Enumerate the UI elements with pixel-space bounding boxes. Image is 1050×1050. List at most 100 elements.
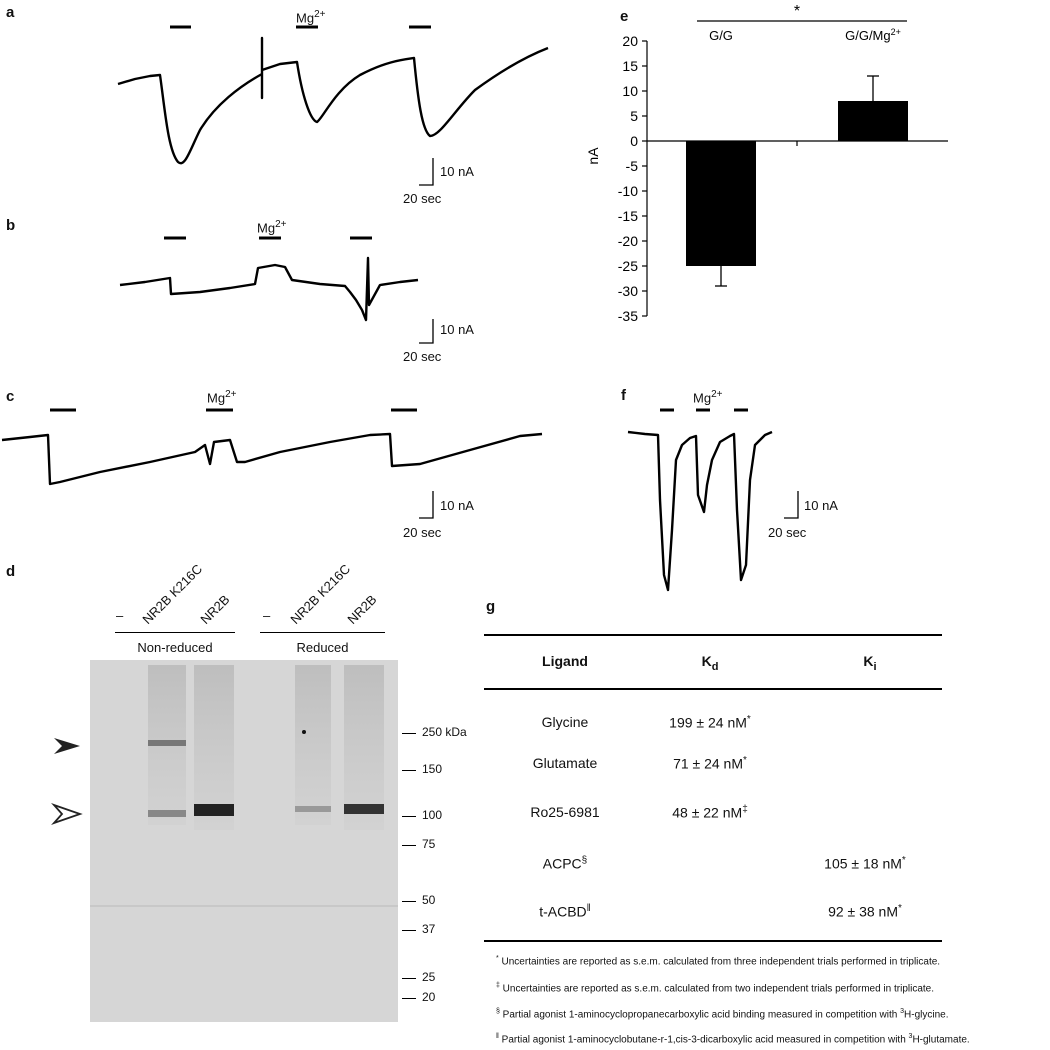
gel-lane-label-3: NR2B [197, 591, 233, 627]
scale-x-label-c: 20 sec [403, 525, 442, 540]
marker-tick [402, 978, 416, 979]
y-tick-label: -15 [618, 208, 638, 224]
table-cell-ligand: Ro25-6981 [530, 804, 600, 820]
bar-2 [838, 101, 908, 141]
y-tick-label: -5 [626, 158, 639, 174]
panel-label-d: d [6, 563, 16, 580]
marker-tick [402, 930, 416, 931]
footnote: ‡ Uncertainties are reported as s.e.m. c… [496, 982, 935, 995]
marker-label: 37 [422, 922, 436, 936]
scale-bar-c [419, 491, 434, 519]
table-header-ligand: Ligand [542, 653, 588, 669]
table-cell-ligand: t-ACBDǁ [539, 903, 591, 920]
marker-tick [402, 816, 416, 817]
trace-b [119, 236, 434, 344]
y-axis-label: nA [585, 147, 601, 165]
group-line-nonreduced [115, 632, 235, 633]
marker-label: 100 [422, 808, 443, 822]
current-trace-b [119, 256, 419, 322]
table-cell-ligand: ACPC§ [542, 855, 588, 872]
y-tick-label: 10 [622, 83, 638, 99]
marker-label: 50 [422, 893, 436, 907]
table-cell-kd: 71 ± 24 nM* [673, 755, 747, 772]
marker-label: 150 [422, 762, 443, 776]
table-header-kd: Kd [701, 653, 719, 673]
marker-tick [402, 770, 416, 771]
marker-tick [402, 998, 416, 999]
group-label-nonreduced: Non-reduced [137, 640, 213, 655]
current-trace-c [1, 432, 543, 486]
y-tick-label: 20 [622, 33, 638, 49]
table-header-rule [484, 688, 942, 690]
scale-y-label-f: 10 nA [804, 498, 838, 513]
table-cell-ki: 92 ± 38 nM* [828, 903, 902, 920]
western-blot-image [90, 660, 398, 1022]
gel-lane-label-2: NR2B K216C [139, 561, 206, 627]
marker-label: 20 [422, 990, 436, 1004]
table-bottom-rule [484, 940, 942, 942]
bar-chart-e: 20 15 10 5 0 -5 -10 -15 -20 -25 -30 -35 nA G/G G/G/Mg2… [585, 3, 948, 324]
panel-label-b: b [6, 217, 16, 234]
trace-c [1, 408, 543, 519]
gel-arrowheads [51, 738, 83, 825]
table-header-ki: Ki [863, 653, 877, 673]
footnote: * Uncertainties are reported as s.e.m. c… [496, 955, 941, 968]
panel-label-e: e [620, 8, 629, 25]
y-tick-label: 0 [630, 133, 638, 149]
mg-label-b: Mg2+ [257, 219, 287, 236]
scale-y-label-c: 10 nA [440, 498, 474, 513]
trace-a [117, 25, 549, 186]
y-tick-label: 5 [630, 108, 638, 124]
open-arrowhead-icon [51, 803, 83, 825]
group-label-reduced: Reduced [296, 640, 349, 655]
marker-tick [402, 733, 416, 734]
trace-f [627, 408, 799, 592]
y-tick-label: -25 [618, 258, 638, 274]
category-label-2: G/G/Mg2+ [845, 27, 901, 43]
panel-label-g: g [486, 598, 496, 615]
panel-label-a: a [6, 4, 15, 21]
gel-lane-label-6: NR2B [344, 591, 380, 627]
marker-tick [402, 901, 416, 902]
significance-marker: * [794, 3, 800, 20]
y-tick-label: -10 [618, 183, 638, 199]
current-trace-a [117, 36, 549, 165]
table-cell-ki: 105 ± 18 nM* [824, 855, 906, 872]
scale-x-label-f: 20 sec [768, 525, 807, 540]
scale-bar-f [784, 491, 799, 519]
panel-label-c: c [6, 388, 15, 405]
marker-tick [402, 845, 416, 846]
table-cell-kd: 48 ± 22 nM‡ [672, 804, 748, 821]
category-label-1: G/G [709, 28, 733, 43]
y-tick-label: 15 [622, 58, 638, 74]
y-tick-label: -20 [618, 233, 638, 249]
bar-1 [686, 141, 756, 266]
scale-bar-a [419, 158, 434, 186]
footnote: ǁ Partial agonist 1-aminocyclobutane-r-1… [496, 1033, 970, 1046]
table-cell-ligand: Glutamate [532, 755, 598, 771]
panel-label-f: f [621, 387, 626, 404]
scale-bar-b [419, 319, 434, 344]
marker-label: 75 [422, 837, 436, 851]
table-cell-ligand: Glycine [541, 714, 589, 730]
gel-lane-label-1: – [116, 608, 124, 623]
y-tick-label: -35 [618, 308, 638, 324]
table-cell-kd: 199 ± 24 nM* [669, 714, 751, 731]
table-top-rule [484, 634, 942, 636]
marker-label: 25 [422, 970, 436, 984]
scale-x-label-a: 20 sec [403, 191, 442, 206]
marker-label: 250 kDa [422, 725, 467, 739]
mg-label-f: Mg2+ [693, 389, 723, 406]
mg-label-a: Mg2+ [296, 9, 326, 26]
gel-lane-label-5: NR2B K216C [287, 561, 354, 627]
mg-label-c: Mg2+ [207, 389, 237, 406]
blot-bands [90, 665, 398, 907]
footnote: § Partial agonist 1-aminocyclopropanecar… [496, 1008, 949, 1021]
gel-lane-label-4: – [263, 608, 271, 623]
scale-x-label-b: 20 sec [403, 349, 442, 364]
y-tick-label: -30 [618, 283, 638, 299]
current-trace-f [627, 430, 773, 592]
scale-y-label-b: 10 nA [440, 322, 474, 337]
filled-arrowhead-icon [54, 738, 80, 754]
group-line-reduced [260, 632, 385, 633]
